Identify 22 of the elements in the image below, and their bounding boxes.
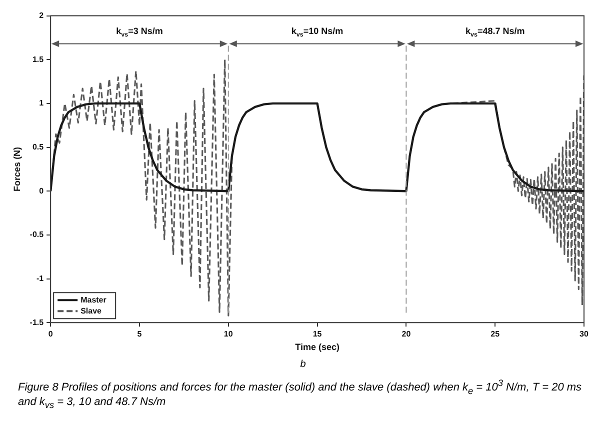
- legend-label: Slave: [80, 306, 102, 316]
- x-tick-label: 15: [312, 330, 322, 339]
- y-tick-label: -1: [36, 274, 44, 283]
- y-tick-label: 0.5: [32, 142, 44, 152]
- y-tick-label: 2: [39, 11, 44, 20]
- y-tick-label: -0.5: [30, 230, 44, 240]
- text: b: [299, 359, 307, 370]
- y-tick-label: 1.5: [32, 54, 44, 64]
- y-tick-label: -1.5: [30, 318, 44, 327]
- x-tick-label: 0: [48, 330, 54, 339]
- text: Figure 8 Profiles of positions and forces for the master (solid) and the slave (dashed) when k$_{e}$ = 10$^{3}$ N/m, T = 20 ms and k$_{vs}$ = 3, 10 and 48.7 Ns/m: [18, 378, 582, 410]
- x-tick-label: 25: [490, 330, 500, 339]
- x-tick-label: 5: [137, 330, 142, 339]
- y-tick-label: 1: [39, 98, 44, 108]
- x-tick-label: 20: [402, 330, 412, 339]
- x-tick-label: 10: [224, 330, 234, 339]
- y-tick-label: 0: [39, 186, 44, 196]
- legend-label: Master: [80, 295, 106, 304]
- x-axis-title: Time (sec): [295, 342, 340, 352]
- y-axis-title: Forces (N): [12, 146, 22, 192]
- line-series: [50, 58, 584, 316]
- x-tick-label: 30: [580, 330, 589, 339]
